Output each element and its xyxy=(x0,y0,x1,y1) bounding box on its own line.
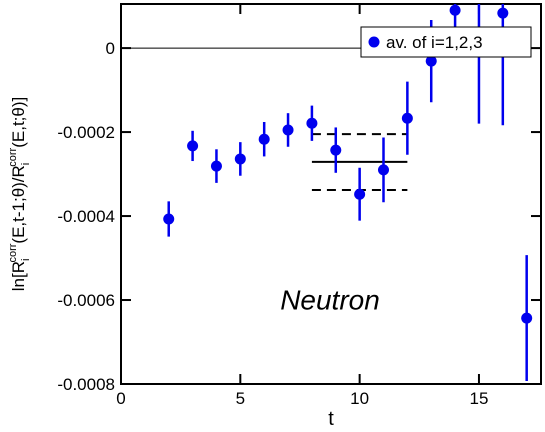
legend-label: av. of i=1,2,3 xyxy=(386,33,483,52)
point xyxy=(521,312,533,324)
y-axis-label-part: i xyxy=(20,259,32,261)
point xyxy=(378,164,389,176)
x-axis-label: t xyxy=(328,408,334,430)
y-tick-label: -0.0008 xyxy=(57,375,115,394)
y-axis-label-part: corr xyxy=(7,147,19,166)
y-tick-label: -0.0006 xyxy=(57,291,115,310)
y-axis-label-part: (E,t;θ)] xyxy=(9,97,28,148)
x-tick-label: 0 xyxy=(116,389,125,408)
point xyxy=(401,112,413,124)
x-tick-label: 10 xyxy=(350,389,369,408)
point xyxy=(497,7,509,19)
series xyxy=(163,4,533,382)
y-axis-label-part: (E,t-1;θ)/R xyxy=(9,165,28,243)
y-tick-label: -0.0004 xyxy=(57,207,115,226)
point xyxy=(210,160,222,172)
y-axis-label-part: corr xyxy=(7,243,19,262)
point xyxy=(354,188,366,200)
legend-marker xyxy=(368,36,380,48)
annotation: Neutron xyxy=(280,284,380,315)
y-tick-label: 0 xyxy=(106,39,115,58)
point xyxy=(163,213,175,225)
point xyxy=(187,140,199,152)
y-tick-label: -0.0002 xyxy=(57,123,115,142)
point xyxy=(234,153,246,165)
point xyxy=(449,4,461,16)
x-tick-label: 15 xyxy=(469,389,488,408)
point xyxy=(425,55,437,67)
y-axis-label: ln[Ricorr(E,t-1;θ)/Ricorr(E,t;θ)] xyxy=(7,97,32,291)
y-axis-label-part: ln[R xyxy=(9,261,28,291)
point xyxy=(306,117,318,129)
point xyxy=(282,124,294,136)
legend-box xyxy=(360,26,532,58)
point xyxy=(258,133,270,145)
legend: av. of i=1,2,3 xyxy=(360,26,532,58)
plot-frame xyxy=(120,3,542,385)
x-tick-label: 5 xyxy=(236,389,245,408)
y-axis-label-part: i xyxy=(20,163,32,165)
point xyxy=(330,144,342,156)
